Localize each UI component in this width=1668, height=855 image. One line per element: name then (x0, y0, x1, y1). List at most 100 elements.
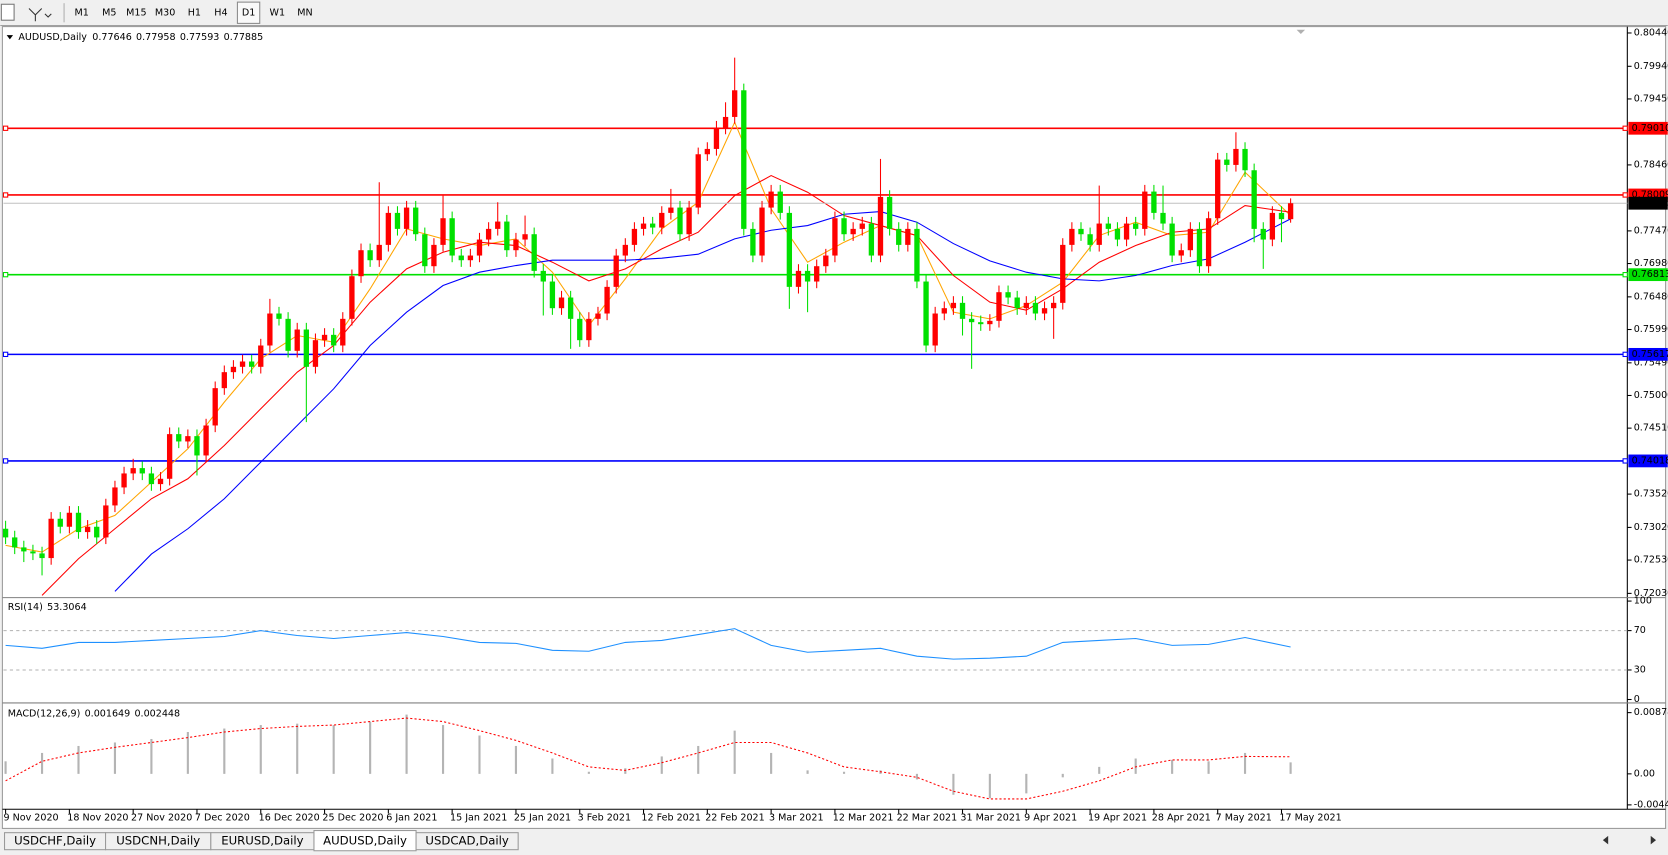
candle-body (358, 250, 364, 277)
candle-body (732, 90, 738, 117)
moving-average (114, 211, 1291, 592)
x-tick-label: 28 Apr 2021 (1152, 812, 1211, 823)
tab-label[interactable]: AUDUSD,Daily (323, 834, 407, 848)
candle-body (759, 207, 765, 256)
candle-body (84, 526, 91, 533)
x-tick-label: 9 Apr 2021 (1024, 812, 1077, 823)
toolbar (0, 0, 1668, 26)
macd-bar (369, 721, 372, 774)
candle-body (1123, 223, 1130, 240)
level-handle[interactable] (2, 125, 9, 131)
candle-body (440, 218, 446, 245)
candle-body (1023, 302, 1029, 309)
timeframe-button[interactable]: MN (297, 7, 312, 18)
chart-area (1, 26, 1667, 829)
moving-average (5, 120, 1291, 553)
level-handle[interactable] (2, 351, 9, 358)
candle-body (932, 313, 938, 346)
timeframe-button[interactable]: M30 (155, 7, 175, 18)
timeframe-button-active[interactable] (236, 1, 261, 24)
x-tick-label: 3 Feb 2021 (578, 812, 631, 823)
candle-body (814, 266, 820, 282)
candle-body (859, 223, 865, 229)
candle-body (1032, 302, 1039, 314)
tab-label[interactable]: EURUSD,Daily (221, 834, 303, 848)
level-price-box (1628, 268, 1668, 282)
tab-label[interactable]: USDCAD,Daily (425, 834, 508, 848)
candle-body (203, 425, 209, 456)
candle-body (987, 320, 993, 325)
candle-body (212, 388, 218, 426)
timeframe-button[interactable]: H1 (188, 7, 201, 18)
macd-bar (1098, 766, 1101, 774)
toolbar-icon[interactable] (0, 3, 15, 21)
tab[interactable] (415, 832, 519, 851)
level-handle[interactable] (1622, 458, 1628, 464)
timeframe-button[interactable]: H4 (214, 7, 227, 18)
candle-body (258, 345, 264, 367)
level-handle[interactable] (1622, 351, 1628, 358)
candle-body (923, 281, 929, 346)
candle-body (1178, 250, 1184, 256)
macd-bar (1134, 758, 1137, 774)
price-header: AUDUSD,Daily 0.77646 0.77958 0.77593 0.77885 (18, 32, 263, 43)
candle-body (385, 212, 392, 245)
level-handle[interactable] (2, 192, 9, 198)
candle-body (1133, 223, 1139, 229)
x-tick-label: 17 May 2021 (1279, 812, 1341, 823)
candle-body (631, 228, 638, 245)
timeframe-button[interactable]: D1 (242, 7, 255, 18)
close-value: 0.77885 (224, 32, 264, 43)
timeframe-button[interactable]: M1 (74, 7, 88, 18)
level-handle[interactable] (2, 458, 9, 464)
candle-body (476, 239, 483, 256)
candle-body (94, 526, 100, 538)
candle-body (777, 191, 783, 213)
level-handle[interactable] (1622, 272, 1628, 278)
level-handle[interactable] (2, 272, 9, 278)
timeframe-button[interactable]: M5 (102, 7, 116, 18)
candle-body (823, 255, 829, 267)
tab-scroll-arrows[interactable] (1602, 835, 1657, 845)
timeframe-button[interactable]: M15 (126, 7, 146, 18)
level-handle[interactable] (1622, 192, 1628, 198)
candle-body (877, 196, 884, 256)
x-tick-label: 9 Nov 2020 (3, 812, 58, 823)
level-price-box (1628, 347, 1668, 361)
candle-body (57, 518, 63, 527)
candle-body (1069, 228, 1075, 245)
x-tick-label: 27 Nov 2020 (131, 812, 192, 823)
current-price-box (1628, 196, 1668, 210)
timeframe-button[interactable]: W1 (270, 7, 286, 18)
tab-label[interactable]: USDCNH,Daily (116, 834, 200, 848)
candle-body (221, 372, 227, 389)
candle-body (841, 218, 847, 235)
rsi-line (5, 628, 1291, 660)
macd-bar (1207, 761, 1210, 774)
macd-bar (733, 730, 736, 774)
macd-bar (150, 738, 153, 774)
candle-body (1224, 159, 1230, 165)
tab-label[interactable]: USDCHF,Daily (14, 834, 96, 848)
y-tick-label: 0.008782 (1634, 707, 1668, 718)
y-tick-label: 0.00 (1634, 768, 1655, 779)
candle-body (741, 90, 747, 229)
collapse-arrow[interactable] (6, 35, 14, 40)
x-tick-label: 6 Jan 2021 (386, 812, 437, 823)
macd-bar (551, 758, 554, 774)
candle-body (185, 436, 191, 442)
toolbar-icon[interactable] (28, 8, 52, 22)
candle-body (968, 318, 975, 323)
candle-body (139, 468, 145, 474)
current-price-label: 0.77885 (1632, 198, 1668, 209)
candle-body (1096, 223, 1102, 245)
x-tick-label: 22 Mar 2021 (897, 812, 958, 823)
y-tick-label: 30 (1634, 664, 1646, 675)
level-handle[interactable] (1622, 125, 1628, 131)
